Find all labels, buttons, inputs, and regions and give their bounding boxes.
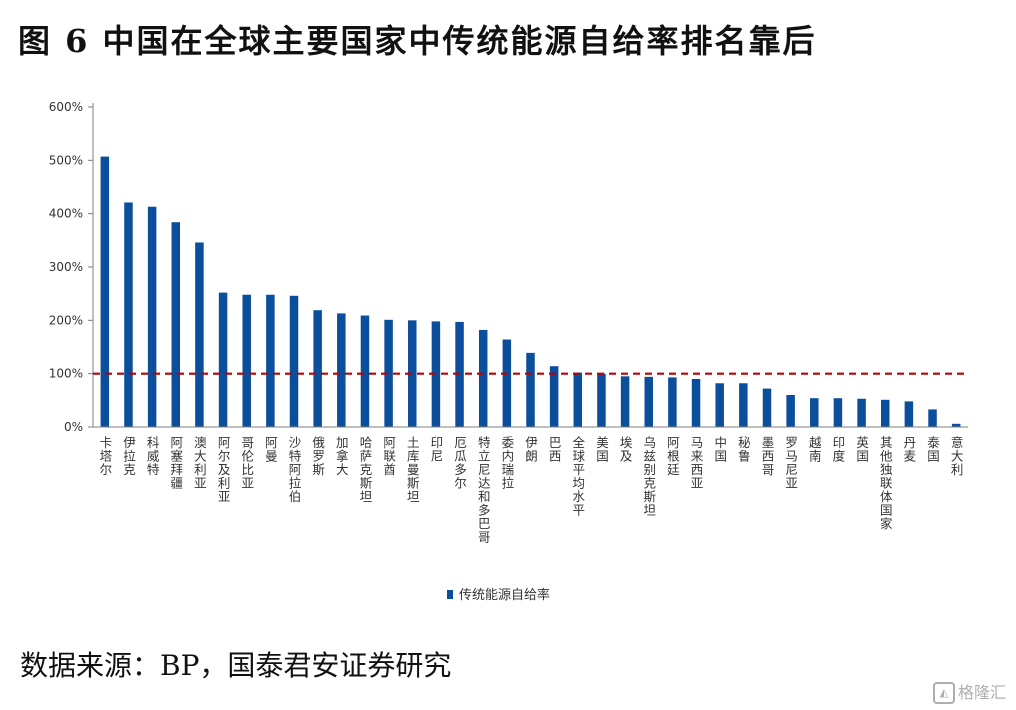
x-tick-label: 阿根廷 — [665, 436, 680, 477]
bar — [880, 399, 890, 427]
x-tick-label: 澳大利亚 — [192, 436, 207, 490]
legend-swatch — [447, 590, 453, 599]
y-tick-label: 300% — [49, 260, 83, 274]
bar — [147, 206, 157, 427]
bar — [668, 377, 677, 427]
x-tick-label: 秘鲁 — [736, 436, 751, 463]
x-tick-label: 阿曼 — [263, 436, 278, 463]
x-tick-label: 马来西亚 — [689, 436, 704, 490]
bar — [549, 366, 559, 427]
y-tick-label: 400% — [49, 207, 83, 221]
watermark-logo-icon: ◭ — [932, 682, 955, 704]
bar — [384, 319, 393, 427]
bar — [360, 315, 370, 427]
x-tick-label: 加拿大 — [334, 436, 349, 477]
x-tick-label: 科威特 — [145, 436, 160, 477]
bar — [478, 329, 488, 427]
x-tick-label: 英国 — [854, 436, 869, 463]
x-tick-label: 特立尼达和多巴哥 — [476, 435, 491, 544]
x-tick-label: 委内瑞拉 — [499, 436, 514, 490]
x-tick-label: 巴西 — [547, 436, 562, 463]
bars — [100, 156, 961, 427]
bar — [739, 383, 748, 427]
figure-title: 图 6 中国在全球主要国家中传统能源自给率排名靠后 — [18, 22, 817, 60]
x-tick-label: 卡塔尔 — [97, 436, 112, 477]
bar — [620, 376, 630, 427]
x-tick-label: 阿联酋 — [381, 436, 396, 477]
x-tick-label: 俄罗斯 — [310, 436, 325, 477]
bar — [762, 388, 772, 427]
x-tick-label: 其他独联体国家 — [878, 436, 893, 531]
bar — [526, 352, 535, 427]
x-tick-label: 意大利 — [949, 435, 964, 477]
bar — [644, 376, 653, 427]
x-tick-label: 伊拉克 — [121, 436, 136, 477]
x-tick-label: 阿尔及利亚 — [216, 436, 231, 504]
watermark: ◭ 格隆汇 — [932, 679, 1006, 704]
legend: 传统能源自给率 — [447, 587, 550, 603]
bar — [786, 395, 795, 427]
bar — [408, 320, 417, 427]
bar — [715, 383, 724, 427]
x-tick-label: 哥伦比亚 — [239, 436, 254, 490]
x-axis-labels: 卡塔尔 伊拉克 科威特 阿塞拜疆 澳大利亚 阿尔及利亚 哥伦比亚 阿曼 沙特阿拉伯 俄罗斯 加拿大哈… — [97, 435, 963, 544]
bar — [289, 295, 299, 427]
bar — [218, 292, 228, 427]
x-tick-label: 罗马尼亚 — [783, 436, 798, 490]
x-tick-label: 哈萨克斯坦 — [357, 436, 372, 504]
bar-chart: 0% 100% 200% 300% 400% 500% 600% 卡塔尔 伊拉克 科威特 阿塞拜疆… — [49, 100, 968, 603]
bar — [124, 202, 133, 427]
source-note: 数据来源：BP，国泰君安证券研究 — [20, 649, 452, 682]
bar — [502, 339, 512, 427]
bar — [313, 310, 322, 427]
x-tick-label: 丹麦 — [901, 436, 916, 463]
watermark-text: 格隆汇 — [957, 682, 1006, 702]
x-tick-label: 印尼 — [428, 436, 443, 463]
bar — [100, 156, 110, 427]
x-tick-label: 美国 — [594, 436, 609, 463]
bar — [337, 313, 346, 427]
y-tick-label: 0% — [64, 420, 83, 434]
x-tick-label: 越南 — [807, 436, 822, 463]
y-axis: 0% 100% 200% 300% 400% 500% 600% — [49, 100, 93, 434]
x-tick-label: 全球平均水平 — [570, 435, 585, 517]
x-tick-label: 墨西哥 — [759, 436, 774, 477]
bar — [597, 373, 606, 427]
bar — [691, 379, 701, 427]
x-tick-label: 埃及 — [618, 436, 633, 463]
x-tick-label: 乌兹别克斯坦 — [641, 435, 656, 517]
x-tick-label: 厄瓜多尔 — [452, 436, 467, 490]
x-tick-label: 中国 — [712, 435, 727, 463]
x-tick-label: 印度 — [830, 436, 845, 463]
x-tick-label: 泰国 — [925, 436, 940, 463]
bar — [810, 398, 819, 427]
bar — [171, 222, 181, 427]
bar — [195, 242, 204, 427]
x-tick-label: 伊朗 — [523, 436, 538, 463]
bar — [928, 409, 937, 427]
legend-label: 传统能源自给率 — [459, 587, 550, 603]
bar — [833, 398, 843, 427]
bar — [951, 423, 961, 427]
y-tick-label: 600% — [49, 100, 83, 114]
bar — [573, 372, 583, 427]
x-tick-label: 沙特阿拉伯 — [287, 436, 302, 504]
bar — [857, 398, 866, 427]
x-tick-label: 土库曼斯坦 — [405, 436, 420, 504]
x-tick-label: 阿塞拜疆 — [168, 436, 183, 490]
bar — [242, 294, 251, 427]
y-tick-label: 500% — [49, 153, 83, 167]
bar — [266, 294, 275, 427]
bar — [904, 401, 914, 427]
y-tick-label: 100% — [49, 367, 83, 381]
y-tick-label: 200% — [49, 313, 83, 327]
